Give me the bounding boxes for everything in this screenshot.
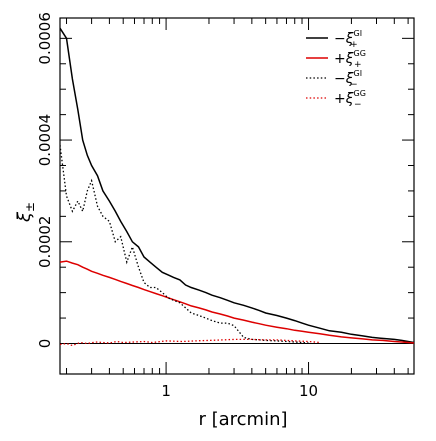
series-line-4	[60, 338, 320, 347]
y-tick-label: 0	[36, 339, 54, 349]
y-tick-label: 0.0004	[36, 114, 54, 167]
axes-group: 1 10 0 0.0002 0.0004 0.0006	[36, 12, 415, 400]
series-line-3	[60, 145, 309, 344]
svg-text:ξ±: ξ±	[14, 202, 37, 223]
series-group	[60, 27, 414, 347]
series-line-1	[60, 27, 414, 344]
y-tick-label: 0.0006	[36, 12, 54, 65]
legend-label: −ξGI +	[334, 29, 362, 50]
x-tick-label: 10	[299, 382, 318, 400]
legend-label: −ξGI −	[334, 69, 362, 90]
y-tick-label: 0.0002	[36, 216, 54, 269]
x-axis-label: r [arcmin]	[198, 409, 287, 430]
plot-frame	[59, 17, 415, 375]
y-axis-label-main: ξ	[14, 211, 35, 223]
legend-label: +ξGG −	[334, 89, 366, 110]
legend: −ξGI ++ξGG +−ξGI −+ξGG −	[306, 29, 366, 110]
y-axis-label: ξ±	[14, 202, 37, 223]
x-tick-label: 1	[161, 382, 171, 400]
series-line-2	[60, 260, 414, 344]
legend-label: +ξGG +	[334, 49, 366, 70]
y-axis-label-sub: ±	[23, 202, 37, 212]
